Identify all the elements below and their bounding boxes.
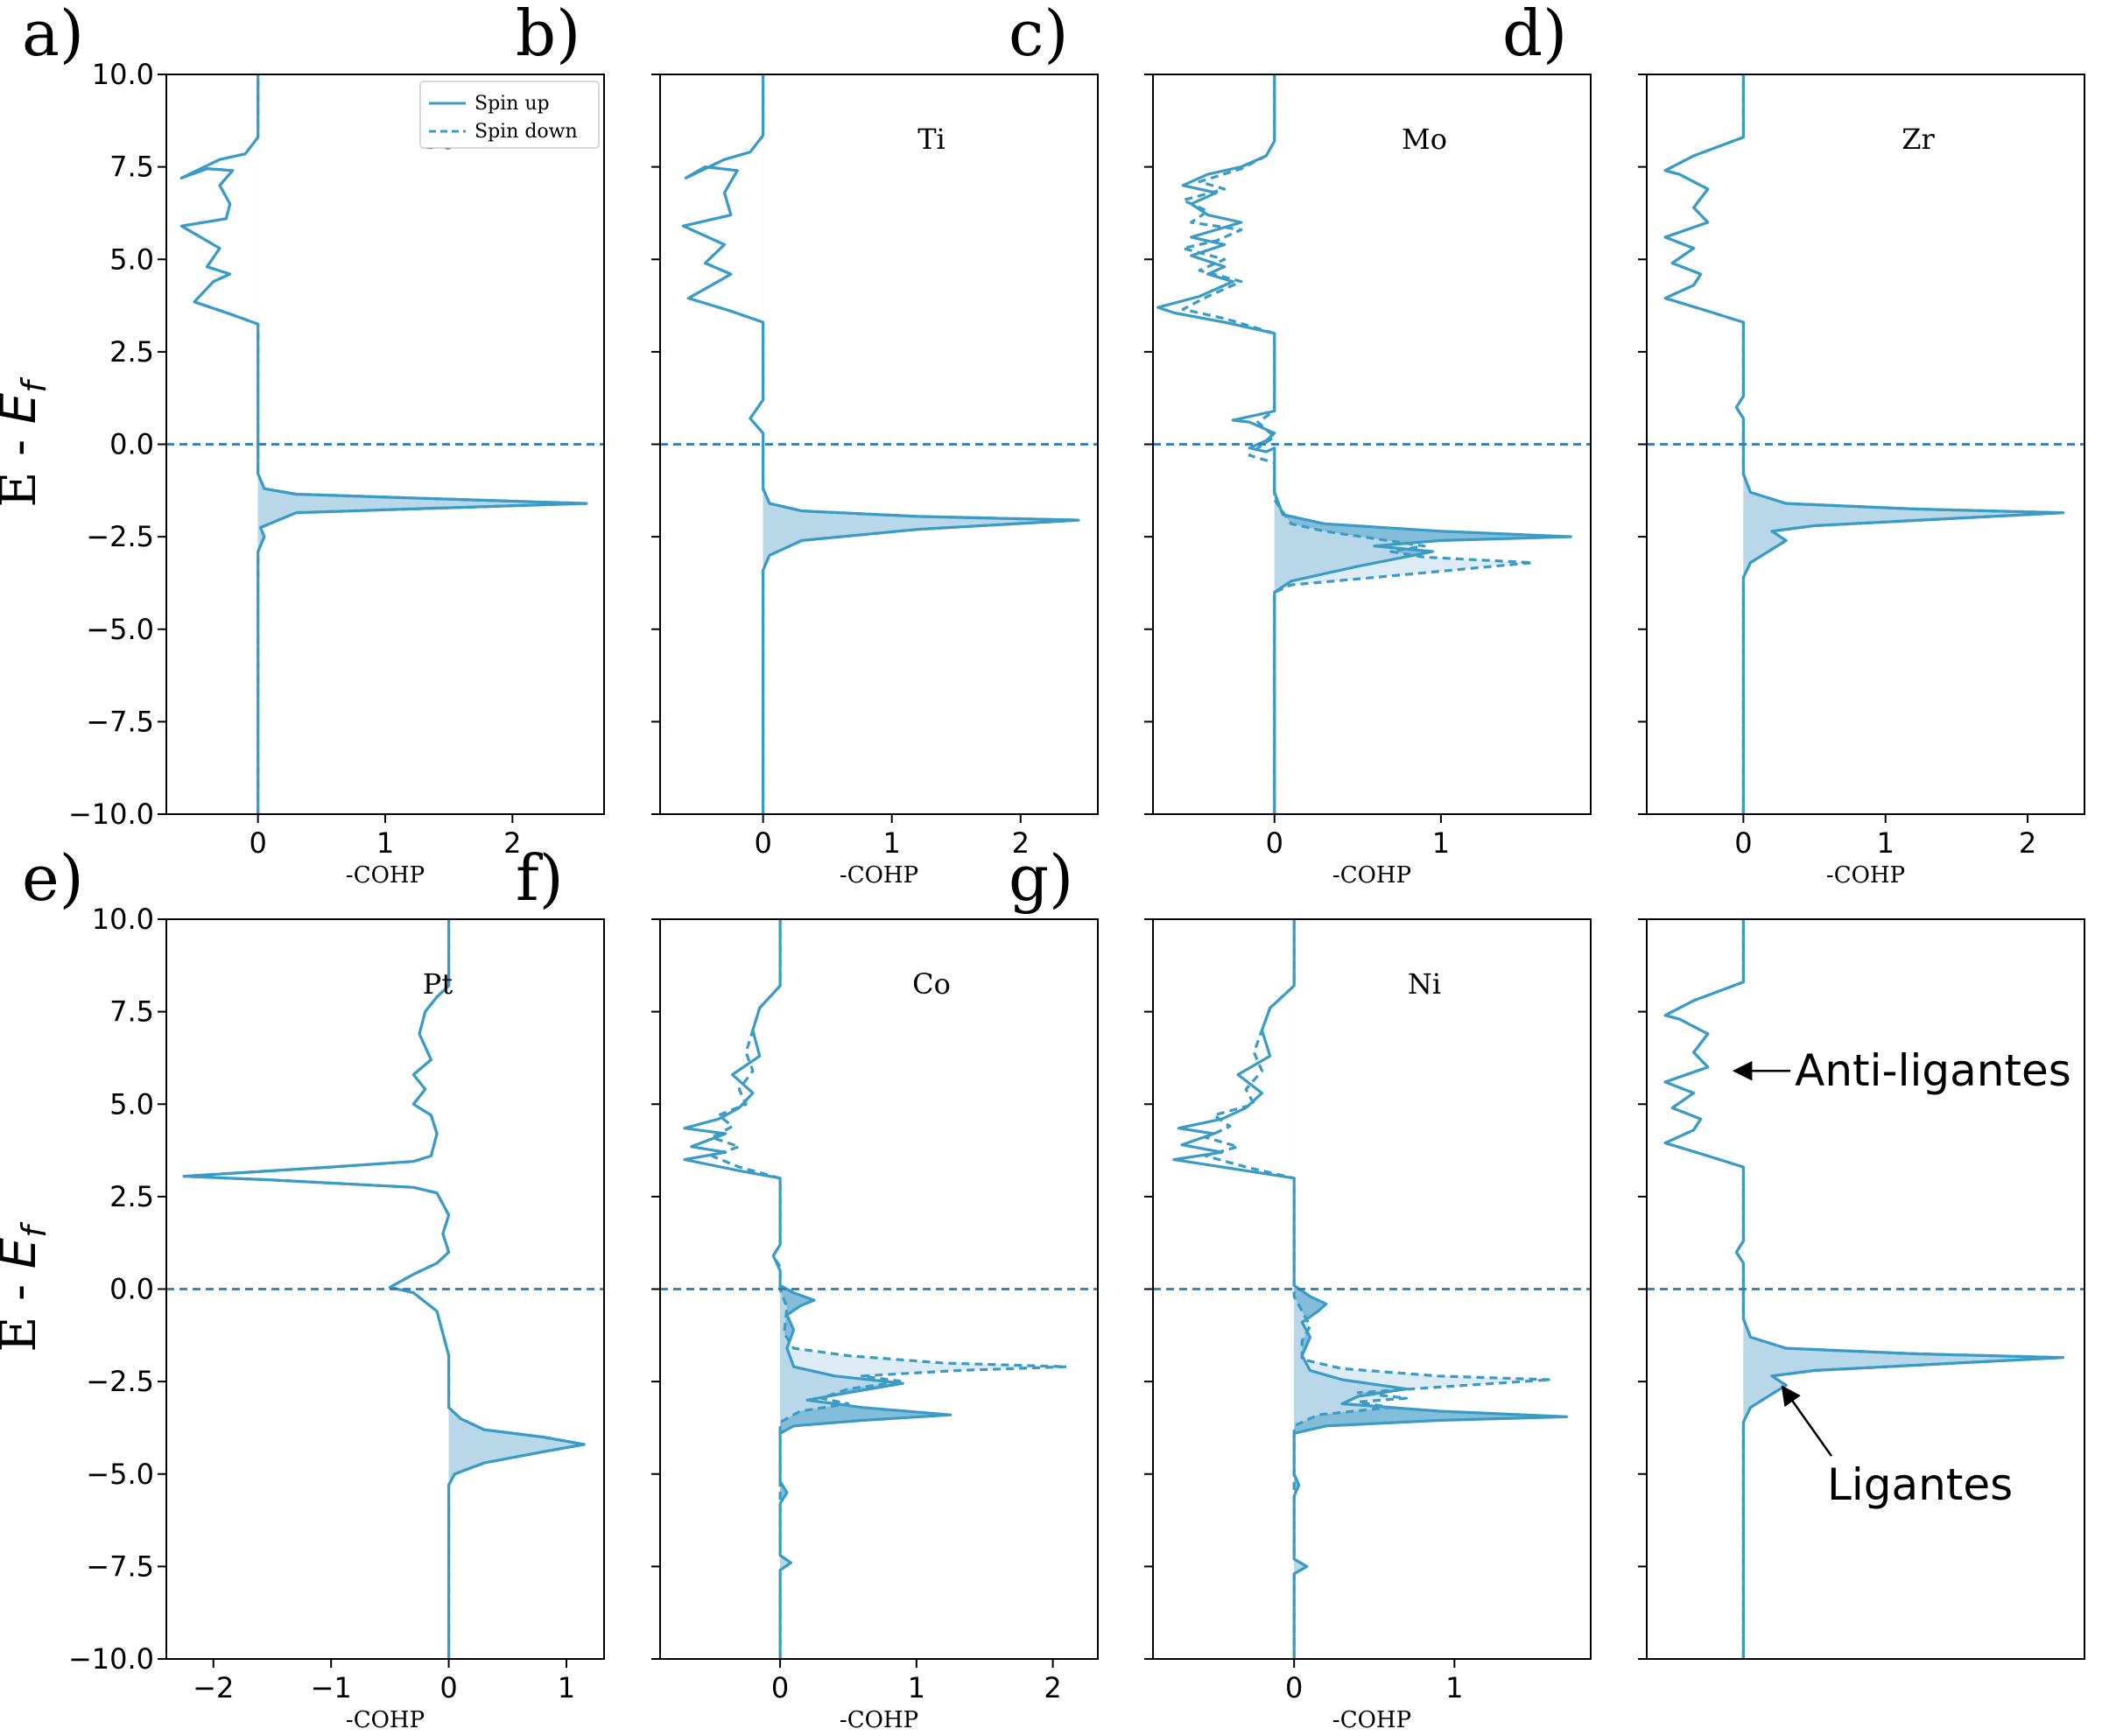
y-tick-label: 10.0: [92, 903, 154, 936]
y-tick-label: 7.5: [109, 151, 154, 184]
legend-entry: Spin down: [475, 121, 578, 143]
panel-label: g): [1009, 841, 1073, 915]
panel-b: 0 1 2 -COHP b) Ti: [516, 0, 1099, 889]
y-axis-label: E - Ef: [0, 376, 53, 508]
series-line-spin-down: [1663, 74, 2065, 814]
element-label: Ni: [1408, 967, 1441, 1001]
y-axis-label-text: E -: [0, 1269, 47, 1352]
y-tick-label: 2.5: [109, 1180, 154, 1213]
x-axis-label: -COHP: [1332, 862, 1411, 889]
y-tick-label: 7.5: [109, 995, 154, 1029]
panel-f: 0 1 2 -COHP f) Co: [516, 841, 1099, 1733]
plot-area-d: [1647, 74, 2084, 814]
y-tick-label: 5.0: [109, 242, 154, 276]
y-tick-label: 0.0: [109, 428, 154, 461]
y-axis-label: E - Ef: [0, 1221, 53, 1353]
element-label: Co: [912, 967, 951, 1001]
x-tick-label: 1: [883, 826, 901, 860]
plot-area-b: [660, 74, 1098, 814]
y-tick-label: −5.0: [86, 613, 154, 646]
x-tick-label: 2: [503, 826, 521, 860]
series-line-spin-down: [1181, 74, 1535, 814]
y-tick-label: −10.0: [68, 1642, 154, 1676]
x-axis-label: -COHP: [840, 1707, 918, 1733]
y-tick-label: 0.0: [109, 1273, 154, 1306]
series-line-spin-up: [683, 919, 953, 1659]
x-tick-label: 0: [249, 826, 266, 860]
x-tick-label: −1: [311, 1671, 352, 1704]
plot-area-g: [1153, 919, 1591, 1659]
series-line-spin-down: [1663, 919, 2065, 1659]
panel-h: Anti-ligantes Ligantes: [1638, 918, 2085, 1660]
plot-area-h: [1647, 919, 2084, 1659]
plot-area-f: [660, 919, 1098, 1659]
x-tick-label: 1: [558, 1671, 575, 1704]
annotation-anti-ligantes: Anti-ligantes: [1795, 1045, 2071, 1096]
element-label: Pt: [423, 967, 453, 1001]
series-line-spin-down: [1204, 919, 1552, 1659]
y-tick-label: 2.5: [109, 335, 154, 369]
element-label: Mo: [1402, 123, 1447, 156]
x-tick-label: 0: [1734, 826, 1752, 860]
panel-d: 0 1 2 -COHP d) Zr: [1502, 0, 2085, 889]
x-tick-label: 0: [439, 1671, 457, 1704]
series-line-spin-down: [182, 919, 586, 1659]
y-axis-label-symbol: E: [0, 392, 47, 424]
x-tick-label: 0: [1266, 826, 1283, 860]
y-tick-label: −7.5: [86, 1550, 154, 1583]
y-axis-label-subscript: f: [15, 376, 53, 393]
x-axis-label: -COHP: [1826, 862, 1905, 889]
y-axis-label-text: E -: [0, 424, 47, 507]
y-tick-label: 5.0: [109, 1087, 154, 1121]
panel-label: d): [1502, 0, 1567, 70]
x-tick-label: 0: [1285, 1671, 1303, 1704]
annotation-arrow: [1781, 1385, 1832, 1457]
panel-label: e): [22, 841, 84, 915]
plot-area-e: [166, 919, 604, 1659]
panel-e: −10.0 −7.5 −5.0 −2.5 0.0 2.5 5.0 7.5 10.0 −2 −1 0 1 -…: [0, 841, 605, 1733]
x-tick-label: 0: [771, 1671, 789, 1704]
element-label: Zr: [1902, 123, 1935, 156]
panel-label: b): [516, 0, 580, 70]
y-tick-label: −2.5: [86, 520, 154, 553]
y-axis-label-subscript: f: [15, 1221, 53, 1238]
series-line-spin-up: [1156, 74, 1572, 814]
panel-label: f): [516, 841, 564, 915]
y-axis-label-symbol: E: [0, 1237, 47, 1269]
element-label: Ti: [917, 123, 946, 156]
x-axis-label: -COHP: [840, 862, 918, 889]
x-tick-label: 2: [1012, 826, 1030, 860]
series-line-spin-down: [681, 74, 1080, 814]
panel-a: −10.0 −7.5 −5.0 −2.5 0.0 2.5 5.0 7.5 10.0 0 1 2 -COH…: [0, 0, 605, 889]
x-tick-label: 1: [376, 826, 394, 860]
x-tick-label: −2: [193, 1671, 234, 1704]
y-tick-label: −2.5: [86, 1365, 154, 1398]
y-tick-label: −5.0: [86, 1458, 154, 1491]
x-tick-label: 2: [2019, 826, 2036, 860]
x-tick-label: 0: [754, 826, 771, 860]
panel-g: 0 1 -COHP g) Ni: [1009, 841, 1592, 1733]
panel-label: a): [22, 0, 84, 70]
x-axis-label: -COHP: [346, 1707, 425, 1733]
x-axis-label: -COHP: [1332, 1707, 1411, 1733]
x-axis-label: -COHP: [346, 862, 425, 889]
panel-label: c): [1009, 0, 1068, 70]
annotation-ligantes: Ligantes: [1827, 1459, 2013, 1510]
x-tick-label: 1: [1445, 1671, 1463, 1704]
plot-area-c: [1153, 74, 1591, 814]
legend-entry: Spin up: [475, 93, 550, 115]
series-line-spin-up: [1172, 919, 1569, 1659]
y-tick-label: −10.0: [68, 798, 154, 831]
x-tick-label: 1: [1432, 826, 1450, 860]
plot-area-a: [166, 74, 604, 814]
x-tick-label: 1: [908, 1671, 925, 1704]
panel-c: 0 1 -COHP c) Mo: [1009, 0, 1592, 889]
series-line-spin-down: [179, 74, 588, 814]
x-tick-label: 1: [1877, 826, 1895, 860]
y-tick-label: −7.5: [86, 705, 154, 738]
x-tick-label: 2: [1044, 1671, 1061, 1704]
y-tick-label: 10.0: [92, 58, 154, 91]
